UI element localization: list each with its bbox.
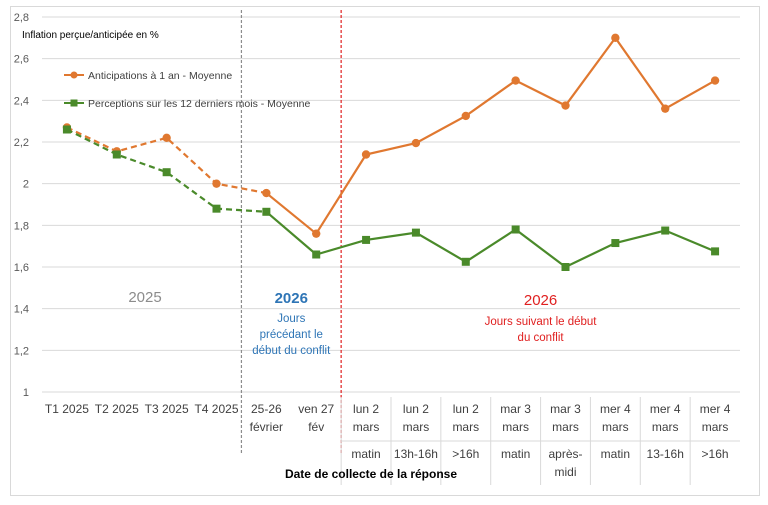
x-tick-label: ven 27 xyxy=(298,402,334,416)
data-point xyxy=(411,138,421,148)
y-axis-label: Inflation perçue/anticipée en % xyxy=(22,30,159,41)
y-tick-label: 2,6 xyxy=(14,54,29,66)
x-tick-label: mars xyxy=(602,420,629,434)
period-label-before-line: début du conflit xyxy=(252,345,331,357)
y-axis-ticks: 1 1,2 1,4 1,6 1,8 2 2,2 2,4 2,6 2,8 xyxy=(14,12,29,399)
x-tick-label: mer 4 xyxy=(650,402,681,416)
x-tick-label: mars xyxy=(552,420,579,434)
y-tick-label: 2,2 xyxy=(14,137,29,149)
data-point xyxy=(262,207,271,216)
legend-marker xyxy=(70,71,78,79)
x-tick-label: fév xyxy=(308,420,324,434)
data-point xyxy=(661,104,670,113)
legend-label: Perceptions sur les 12 derniers mois - M… xyxy=(88,98,311,110)
data-point xyxy=(710,76,720,85)
x-tick-label: mer 4 xyxy=(700,402,731,416)
period-label-before-title: 2026 xyxy=(275,290,308,307)
data-point xyxy=(312,250,321,259)
data-point xyxy=(611,239,620,248)
data-point xyxy=(561,263,570,271)
x-tick-label: lun 2 xyxy=(403,402,429,416)
x-tick-label: 13-16h xyxy=(647,447,684,461)
data-point xyxy=(361,150,371,159)
x-tick-label: matin xyxy=(351,447,380,461)
data-point xyxy=(511,76,520,85)
x-tick-label: T1 2025 xyxy=(45,402,89,416)
legend-label: Anticipations à 1 an - Moyenne xyxy=(88,70,232,82)
period-label-after-title: 2026 xyxy=(524,292,557,309)
series-lines xyxy=(62,33,720,271)
x-tick-label: mars xyxy=(353,420,380,434)
data-point xyxy=(262,188,271,198)
y-tick-label: 1,8 xyxy=(14,220,29,232)
x-tick-label: lun 2 xyxy=(453,402,479,416)
data-point xyxy=(561,101,570,110)
chart-frame xyxy=(10,6,760,496)
period-annotations: 2025 2026 Jours précédant le début du confli… xyxy=(128,289,597,357)
series-line-solid xyxy=(265,210,716,269)
x-tick-label: lun 2 xyxy=(353,402,379,416)
period-label-after-line: du conflit xyxy=(518,332,565,344)
data-point xyxy=(461,257,470,266)
data-point xyxy=(212,179,221,188)
data-point xyxy=(411,228,420,237)
period-label-before-line: Jours xyxy=(277,313,305,325)
x-tick-label: mars xyxy=(652,420,679,434)
x-tick-label: T3 2025 xyxy=(145,402,189,416)
x-tick-label: matin xyxy=(501,447,530,461)
data-point xyxy=(511,225,520,234)
data-point xyxy=(62,125,71,134)
series-line-solid xyxy=(265,35,716,236)
data-point xyxy=(362,235,371,244)
x-tick-label: après- xyxy=(548,447,582,461)
x-tick-label: mer 4 xyxy=(600,402,631,416)
data-point xyxy=(212,204,221,213)
x-tick-label: mars xyxy=(502,420,529,434)
period-label-after-line: Jours suivant le début xyxy=(485,316,598,328)
period-separators xyxy=(240,10,342,453)
data-point xyxy=(611,33,620,43)
x-axis-label: Date de collecte de la réponse xyxy=(285,467,457,481)
y-tick-label: 1,4 xyxy=(14,304,29,316)
x-tick-label: midi xyxy=(554,465,576,479)
y-tick-label: 2,8 xyxy=(14,12,29,24)
x-tick-label: 25-26 xyxy=(251,402,282,416)
x-tick-label: >16h xyxy=(702,447,729,461)
x-tick-label: >16h xyxy=(452,447,479,461)
grid-lines xyxy=(42,16,740,393)
x-tick-label: mar 3 xyxy=(500,402,531,416)
y-tick-label: 1,6 xyxy=(14,262,29,274)
y-tick-label: 2,4 xyxy=(14,95,29,107)
legend-marker xyxy=(70,99,78,107)
y-tick-label: 2 xyxy=(23,179,29,191)
x-tick-label: mars xyxy=(702,420,729,434)
x-tick-label: 13h-16h xyxy=(394,447,438,461)
data-point xyxy=(461,111,470,121)
data-point xyxy=(661,226,670,235)
x-tick-label: matin xyxy=(601,447,630,461)
x-tick-label: T4 2025 xyxy=(194,402,238,416)
y-tick-label: 1 xyxy=(23,387,29,399)
data-point xyxy=(711,247,720,256)
data-point xyxy=(162,133,171,143)
y-tick-label: 1,2 xyxy=(14,345,29,357)
x-tick-label: mars xyxy=(452,420,479,434)
period-label-before-line: précédant le xyxy=(260,329,323,341)
x-tick-label: T2 2025 xyxy=(95,402,139,416)
x-tick-label: mars xyxy=(403,420,430,434)
data-point xyxy=(312,229,321,238)
x-tick-label: février xyxy=(250,420,283,434)
legend: Anticipations à 1 an - Moyenne Perception… xyxy=(64,70,311,110)
data-point xyxy=(112,150,121,159)
period-label-2025: 2025 xyxy=(128,289,161,306)
x-tick-label: mar 3 xyxy=(550,402,581,416)
series-line-dashed xyxy=(66,126,267,195)
data-point xyxy=(162,168,171,177)
x-axis-ticks: T1 2025 T2 2025 T3 2025 T4 2025 25-26 février… xyxy=(45,397,740,485)
